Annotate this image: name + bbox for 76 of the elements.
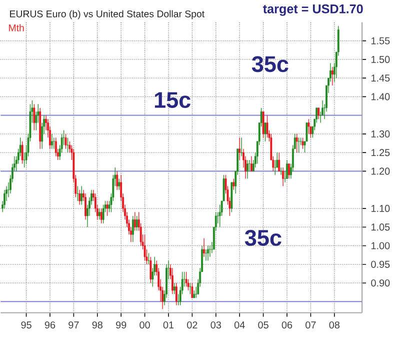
candlestick xyxy=(136,216,138,232)
x-tick-label: 08 xyxy=(329,322,340,329)
candlestick xyxy=(282,167,284,187)
candlestick xyxy=(331,66,334,86)
candlestick xyxy=(134,212,136,232)
candlestick xyxy=(175,282,178,306)
candlestick xyxy=(308,118,310,134)
x-tick-label: 95 xyxy=(21,322,32,329)
y-tick-label: 1.30 xyxy=(371,130,390,138)
x-tick-label: 04 xyxy=(234,322,245,329)
candlestick xyxy=(278,152,280,172)
candlestick xyxy=(102,204,104,224)
x-tick-label: 96 xyxy=(44,322,56,329)
candlestick xyxy=(286,160,288,180)
y-tick-label: 1.55 xyxy=(371,38,390,44)
candlestick xyxy=(64,134,67,150)
candlestick xyxy=(266,115,268,138)
candlestick xyxy=(288,164,290,180)
y-tick-label: 1.20 xyxy=(371,168,390,175)
y-tick-label: 1.45 xyxy=(371,74,390,82)
candlestick xyxy=(318,108,320,120)
candlestick xyxy=(316,108,318,124)
candlestick xyxy=(209,246,211,258)
candlestick xyxy=(21,141,24,164)
y-tick-label: 1.00 xyxy=(371,242,390,250)
candlestick xyxy=(173,282,176,295)
x-tick-label: 00 xyxy=(140,322,150,329)
annotation: 35c xyxy=(252,56,288,72)
candlestick xyxy=(54,137,57,157)
x-tick-label: 05 xyxy=(258,322,268,329)
candlestick xyxy=(118,178,120,190)
candlestick xyxy=(232,178,235,190)
annotation: 35c xyxy=(244,230,282,246)
candlestick xyxy=(185,272,188,288)
x-tick-label: 97 xyxy=(68,322,79,329)
candlestick xyxy=(4,190,6,209)
candlestick xyxy=(329,62,332,82)
x-tick-label: 07 xyxy=(306,322,316,329)
y-tick-label: 0.90 xyxy=(371,280,390,287)
candlestick xyxy=(246,160,248,180)
candlestick xyxy=(171,268,174,295)
candlestick xyxy=(218,204,221,228)
candlestick xyxy=(106,200,108,216)
candlestick xyxy=(250,156,252,172)
y-tick-label: 1.05 xyxy=(371,224,390,231)
candlestick xyxy=(78,190,81,206)
candlestick xyxy=(76,186,79,202)
candlestick xyxy=(132,216,134,242)
candlestick xyxy=(203,238,205,258)
candlestick xyxy=(262,111,264,138)
chart-title: EURUS Euro (b) vs United States Dollar Spot xyxy=(10,10,205,20)
candlestick xyxy=(51,134,53,150)
candlestick xyxy=(144,234,146,262)
candlestick xyxy=(98,208,100,220)
x-tick-label: 99 xyxy=(116,322,126,329)
candlestick xyxy=(80,186,83,206)
x-tick-label: 06 xyxy=(282,322,292,329)
candlestick xyxy=(84,193,86,220)
annotation: 15c xyxy=(154,92,190,108)
candlestick xyxy=(296,134,298,154)
y-tick-label: 1.25 xyxy=(371,149,390,156)
candlestick xyxy=(264,122,266,142)
x-tick-label: 01 xyxy=(163,322,174,329)
candlestick xyxy=(150,256,152,284)
x-tick-label: 98 xyxy=(92,322,102,329)
y-tick-label: 0.95 xyxy=(371,260,390,268)
y-tick-label: 1.10 xyxy=(371,205,390,212)
candlestick xyxy=(306,122,308,142)
candlestick xyxy=(207,246,209,262)
y-tick-label: 1.50 xyxy=(371,56,390,64)
x-tick-label: 02 xyxy=(187,322,198,329)
candlestick xyxy=(274,160,276,176)
chart-subtitle: target = USD1.70 xyxy=(263,4,363,16)
x-tick-label: 03 xyxy=(210,322,221,329)
y-tick-label: 1.40 xyxy=(371,93,390,100)
annotation: Mth xyxy=(9,24,24,32)
